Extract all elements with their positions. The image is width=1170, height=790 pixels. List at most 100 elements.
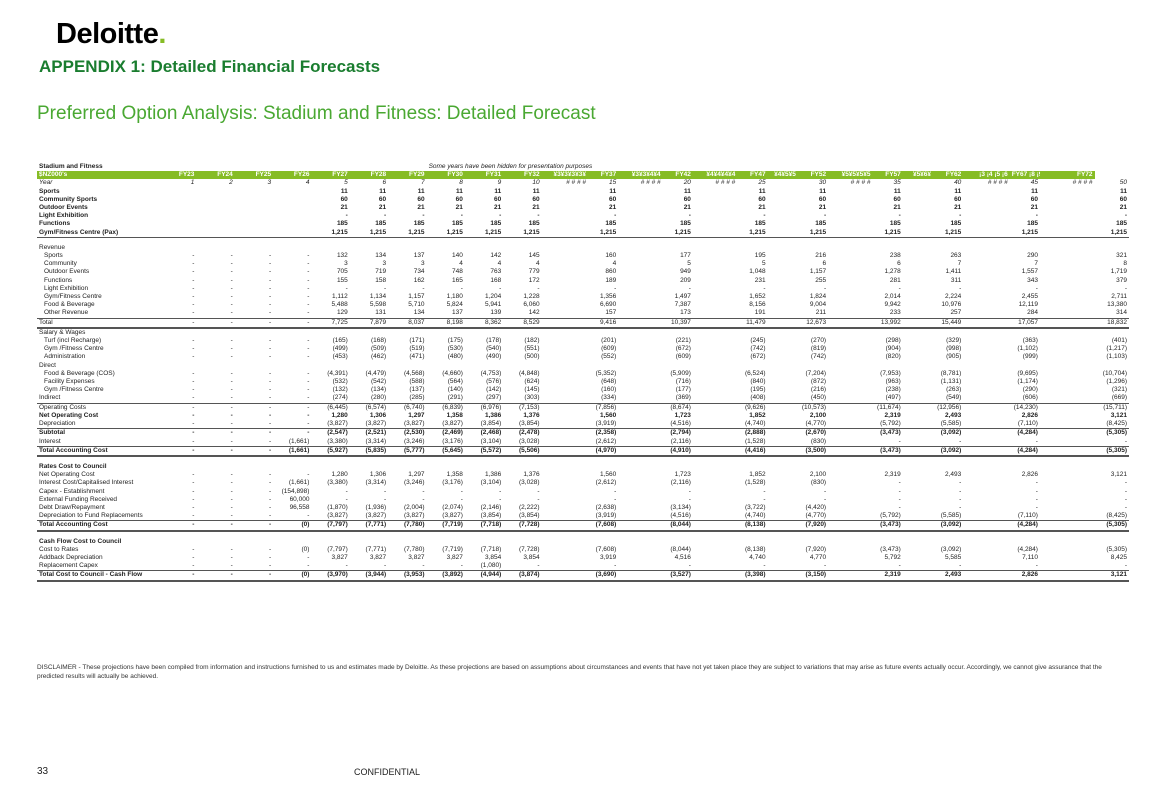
table-cell: - xyxy=(537,487,540,495)
table-cell xyxy=(963,420,1010,430)
table-cell xyxy=(963,429,1009,438)
table-cell: 7,387 xyxy=(674,301,691,309)
table-cell: 21 xyxy=(609,204,617,212)
table-cell: 1,356 xyxy=(599,293,617,301)
table-cell: (1,528) xyxy=(737,437,768,447)
table-cell: 1,852 xyxy=(749,411,766,419)
table-cell: 137 xyxy=(413,252,425,260)
table-cell: (4,970) xyxy=(588,446,619,457)
table-cell: 1,215 xyxy=(349,228,389,238)
table-cell xyxy=(1039,512,1095,522)
table-cell: - xyxy=(383,495,387,503)
table-cell xyxy=(541,520,588,532)
table-cell: (4,568) xyxy=(403,369,425,377)
table-cell: (4,284) xyxy=(1017,429,1038,437)
table-cell: (2,074) xyxy=(442,503,463,511)
table-cell: 60 xyxy=(683,195,691,203)
table-cell xyxy=(767,570,798,582)
table-cell xyxy=(828,546,872,554)
table-cell: 60 xyxy=(1119,195,1127,203)
table-cell xyxy=(903,386,933,394)
table-cell: 21 xyxy=(954,204,962,212)
table-cell: (4,416) xyxy=(737,446,768,457)
row-label: Community xyxy=(44,260,77,268)
table-cell xyxy=(693,496,737,504)
table-cell: (3,246) xyxy=(403,479,425,487)
table-cell xyxy=(963,293,1009,301)
table-cell xyxy=(1040,252,1095,260)
table-cell xyxy=(542,479,588,487)
table-cell xyxy=(1040,353,1095,361)
table-cell: - xyxy=(196,437,235,447)
table-cell: 155 xyxy=(336,276,348,284)
table-cell: 185 xyxy=(490,220,502,228)
table-cell: - xyxy=(192,284,195,292)
table-cell: 5 xyxy=(687,260,691,268)
table-cell: 1,215 xyxy=(797,228,829,238)
table-cell xyxy=(767,446,798,457)
table-cell: (3,314) xyxy=(349,437,389,447)
table-cell: 21 xyxy=(818,204,827,212)
table-cell xyxy=(692,512,738,522)
table-cell: (177) xyxy=(675,386,691,394)
table-cell: - xyxy=(196,394,235,404)
table-cell: - xyxy=(268,545,272,553)
table-cell: (1,080) xyxy=(464,562,504,572)
table-cell xyxy=(903,301,933,309)
table-cell: (7,797) xyxy=(311,520,350,532)
table-cell: 172 xyxy=(528,276,540,284)
table-cell xyxy=(768,260,798,268)
table-cell xyxy=(692,570,738,582)
table-cell: 281 xyxy=(889,276,901,284)
table-cell xyxy=(963,318,1010,329)
table-cell: - xyxy=(1124,487,1127,495)
table-cell: (2,146) xyxy=(480,503,502,511)
forecast-table: Stadium and Fitness Some years have been… xyxy=(37,163,1129,582)
row-label: Total xyxy=(37,318,159,329)
table-cell xyxy=(1040,268,1095,276)
table-cell: (5,909) xyxy=(670,369,691,377)
table-cell: 1,215 xyxy=(388,228,427,238)
table-cell xyxy=(903,496,933,504)
table-cell xyxy=(1039,318,1095,329)
table-cell: - xyxy=(230,386,233,394)
table-cell xyxy=(767,228,798,238)
table-cell xyxy=(1039,309,1095,319)
table-cell: - xyxy=(345,212,348,220)
table-cell: (551) xyxy=(524,345,540,353)
table-cell xyxy=(158,228,197,238)
table-cell xyxy=(828,520,873,532)
table-cell: (3,092) xyxy=(933,520,964,532)
table-cell: 2,319 xyxy=(884,471,901,479)
table-cell: (285) xyxy=(388,394,427,404)
table-cell: # # # # xyxy=(850,179,871,187)
table-row: Cash Flow Cost to Council xyxy=(37,538,1129,546)
table-cell: 7,725 xyxy=(311,318,350,329)
table-cell xyxy=(963,220,1009,228)
table-cell xyxy=(618,471,662,479)
table-cell: 189 xyxy=(605,276,617,284)
column-header: FY30 xyxy=(426,171,465,180)
table-cell: 1,215 xyxy=(1009,228,1040,238)
table-cell: (137) xyxy=(409,386,425,394)
table-cell xyxy=(158,212,196,220)
table-cell: 21 xyxy=(340,204,348,212)
table-cell: - xyxy=(872,437,903,447)
table-cell: - xyxy=(688,212,691,220)
table-cell: (7,780) xyxy=(403,545,425,553)
table-cell: - xyxy=(192,276,195,284)
table-cell xyxy=(541,562,588,572)
table-cell xyxy=(542,353,588,361)
table-cell: (963) xyxy=(885,378,901,386)
table-cell: (609) xyxy=(675,353,691,361)
table-cell: (334) xyxy=(588,394,619,404)
table-cell xyxy=(618,337,662,345)
table-cell: 1,215 xyxy=(933,228,964,238)
table-cell xyxy=(828,420,873,430)
table-cell: 185 xyxy=(1027,220,1038,228)
table-cell xyxy=(768,285,798,293)
table-cell xyxy=(618,394,663,404)
table-cell: (14,230) xyxy=(1013,403,1038,411)
row-label: Food & Beverage xyxy=(44,301,95,309)
table-cell: 8,362 xyxy=(464,318,504,329)
